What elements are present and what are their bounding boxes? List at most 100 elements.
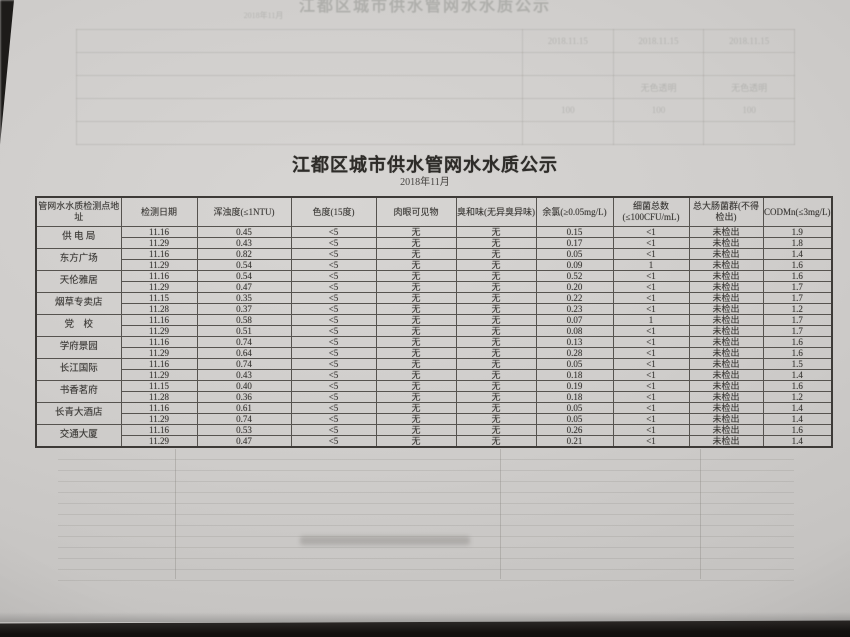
table-cell: 1.7 <box>762 314 833 326</box>
column-header: 余氯(≥0.05mg/L) <box>535 196 614 227</box>
table-cell: 0.21 <box>535 435 614 448</box>
ghost-subtitle-showthrough: 2018年11月 <box>243 11 284 20</box>
table-cell: 未检出 <box>688 281 764 293</box>
ghost-cell <box>703 121 795 145</box>
table-row: 11.28 0.37 <5 无无 0.23 <1 未检出 1.2 <box>36 303 833 315</box>
table-cell: 无 <box>455 369 537 381</box>
table-cell: 无 <box>455 226 537 238</box>
table-cell: 无 <box>455 325 537 337</box>
table-cell: <5 <box>290 314 377 326</box>
table-cell: 0.05 <box>535 248 614 260</box>
table-row: 11.29 0.74 <5 无无 0.05 <1 未检出 1.4 <box>36 413 833 425</box>
table-cell: 无 <box>375 237 457 249</box>
table-cell: 无 <box>375 402 457 414</box>
table-row: 11.29 0.43 <5 无无 0.17 <1 未检出 1.8 <box>36 237 833 249</box>
table-cell: 11.29 <box>120 347 198 359</box>
table-cell: 无 <box>455 435 537 448</box>
table-cell: 未检出 <box>688 380 764 392</box>
ghost-table-showthrough: 2018.11.15 2018.11.15 2018.11.15 无色透明 无色透明 10… <box>76 29 795 145</box>
table-cell: 1.6 <box>762 380 833 392</box>
table-cell: <5 <box>290 325 377 337</box>
ghost-cell <box>612 52 705 76</box>
table-row: 供 电 局 11.16 0.45 <5 无无 0.15 <1 未检出 1.9 <box>35 226 833 249</box>
location-name-cell: 长江国际 <box>35 358 122 381</box>
table-cell: 1.4 <box>762 413 833 425</box>
table-cell: 0.05 <box>535 413 614 425</box>
location-name-cell: 书香茗府 <box>35 380 122 403</box>
ghost-label-cell <box>76 98 523 122</box>
table-cell: 无 <box>375 270 457 282</box>
table-cell: 11.15 <box>120 292 198 304</box>
ghost-cell: 2018.11.15 <box>612 29 705 53</box>
table-cell: <5 <box>290 369 377 381</box>
table-cell: 无 <box>375 380 457 392</box>
table-cell: 1.7 <box>762 292 833 304</box>
table-cell: 0.17 <box>535 237 614 249</box>
table-cell: <1 <box>612 424 690 436</box>
table-cell: 未检出 <box>688 369 764 381</box>
page-title: 江都区城市供水管网水水质公示 <box>292 155 558 175</box>
table-cell: 无 <box>375 325 457 337</box>
table-cell: 无 <box>375 424 457 436</box>
table-cell: <5 <box>290 380 377 392</box>
table-cell: 0.58 <box>196 314 292 326</box>
table-cell: 未检出 <box>688 314 764 326</box>
table-cell: 0.08 <box>535 325 614 337</box>
table-cell: 未检出 <box>688 358 764 370</box>
column-header: 检测日期 <box>120 196 198 227</box>
table-cell: 0.22 <box>535 292 614 304</box>
ghost-cell: 2018.11.15 <box>522 29 614 53</box>
table-cell: 无 <box>455 237 537 249</box>
table-cell: 1.8 <box>762 237 833 249</box>
table-cell: 11.16 <box>120 336 198 348</box>
table-cell: 0.23 <box>535 303 614 315</box>
ghost-cell: 2018.11.15 <box>703 29 795 53</box>
ghost-label-cell <box>76 29 523 53</box>
table-row: 书香茗府 11.15 0.40 <5 无无 0.19 <1 未检出 1.6 <box>35 380 833 403</box>
table-cell: 未检出 <box>688 424 764 436</box>
table-cell: 11.29 <box>120 325 198 337</box>
table-cell: <5 <box>290 281 377 293</box>
paper-bottom-edge-shadow <box>0 612 850 622</box>
table-cell: 未检出 <box>688 413 764 425</box>
ghost-label-cell <box>76 52 523 76</box>
ghost-text-smudge <box>300 536 470 545</box>
table-row: 东方广场 11.16 0.82 <5 无无 0.05 <1 未检出 1.4 <box>35 248 833 271</box>
table-cell: <1 <box>612 391 690 403</box>
table-cell: 无 <box>375 248 457 260</box>
table-cell: 11.16 <box>120 248 198 260</box>
table-cell: 0.52 <box>535 270 614 282</box>
table-cell: 0.36 <box>196 391 292 403</box>
table-cell: 0.09 <box>535 259 614 271</box>
table-cell: 未检出 <box>688 325 764 337</box>
table-cell: <1 <box>612 292 690 304</box>
column-header: 总大肠菌群(不得检出) <box>688 196 764 227</box>
table-cell: <1 <box>612 270 690 282</box>
table-cell: 0.26 <box>535 424 614 436</box>
table-cell: 无 <box>455 380 537 392</box>
ghost-cell: 无色透明 <box>703 75 795 99</box>
table-cell: <5 <box>290 336 377 348</box>
ghost-cell <box>522 75 614 99</box>
table-cell: 无 <box>375 391 457 403</box>
column-header: 色度(15度) <box>290 196 377 227</box>
table-cell: 1.4 <box>762 369 833 381</box>
table-cell: 1.9 <box>762 226 833 238</box>
table-row: 长青大酒店 11.16 0.61 <5 无无 0.05 <1 未检出 1.4 <box>35 402 833 425</box>
table-cell: 0.37 <box>196 303 292 315</box>
table-cell: 0.28 <box>535 347 614 359</box>
table-cell: <1 <box>612 402 690 414</box>
table-cell: 0.43 <box>196 237 292 249</box>
table-cell: 0.18 <box>535 391 614 403</box>
table-cell: 0.54 <box>196 270 292 282</box>
table-cell: 无 <box>455 358 537 370</box>
table-cell: 无 <box>375 226 457 238</box>
table-cell: <1 <box>612 413 690 425</box>
table-cell: 未检出 <box>688 270 764 282</box>
table-cell: 无 <box>455 402 537 414</box>
table-cell: 未检出 <box>688 402 764 414</box>
table-cell: 未检出 <box>688 259 764 271</box>
table-row: 烟草专卖店 11.15 0.35 <5 无无 0.22 <1 未检出 1.7 <box>35 292 833 315</box>
location-name-cell: 长青大酒店 <box>35 402 122 425</box>
ghost-grid-line <box>700 449 701 579</box>
